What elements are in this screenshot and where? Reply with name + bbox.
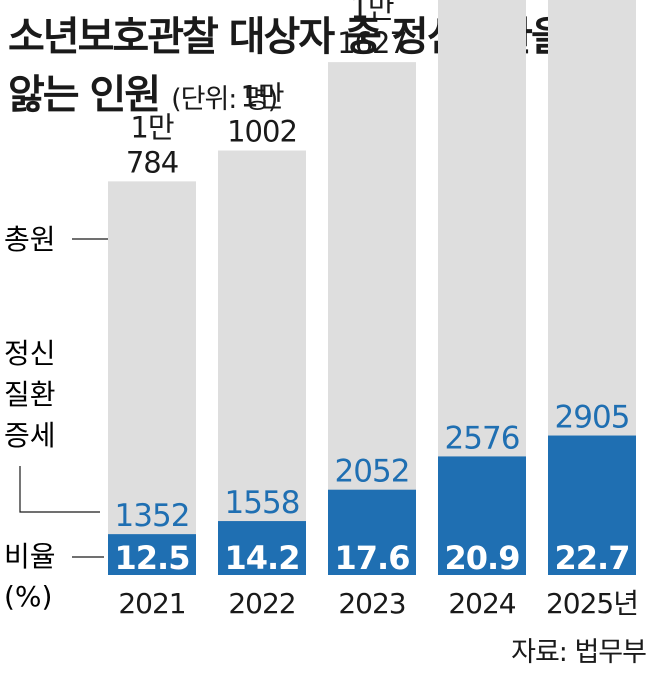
total-label-bottom: 1002 xyxy=(227,115,297,149)
total-label-top: 1만 xyxy=(240,80,283,114)
ratio-label: 12.5 xyxy=(115,539,190,577)
mental-label: 2576 xyxy=(445,420,520,456)
legend-mental-line xyxy=(19,466,100,513)
total-bar xyxy=(108,181,196,575)
mental-bar xyxy=(108,534,196,575)
total-bar xyxy=(218,150,306,575)
source-label: 자료: 법무부 xyxy=(511,637,647,668)
mental-bar xyxy=(438,456,526,575)
ratio-label: 17.6 xyxy=(335,539,410,577)
bars: 1만784135212.520211만1002155814.220221만162… xyxy=(108,0,639,620)
mental-bar xyxy=(328,489,416,575)
x-tick-label: 2024 xyxy=(448,587,515,620)
unit-label: (단위: 명) xyxy=(171,84,278,115)
mental-label: 1558 xyxy=(225,485,300,521)
mental-bar xyxy=(218,521,306,575)
total-label-bottom: 1627 xyxy=(337,26,407,60)
legend-mental-1: 정신 xyxy=(4,337,56,370)
x-tick-label: 2021 xyxy=(118,587,185,620)
total-bar xyxy=(328,62,416,575)
mental-bar xyxy=(548,435,636,575)
ratio-label: 14.2 xyxy=(225,539,300,577)
legend-mental-2: 질환 xyxy=(4,378,56,411)
legend-ratio-1: 비율 xyxy=(4,540,56,573)
ratio-label: 20.9 xyxy=(445,539,520,577)
legend-ratio-2: (%) xyxy=(4,580,52,613)
chart-title-line2: 앓는 인원 (단위: 명) xyxy=(8,62,278,120)
total-label-top: 1만 xyxy=(350,0,393,25)
total-label-top: 1만 xyxy=(130,110,173,144)
ratio-label: 22.7 xyxy=(555,539,630,577)
x-tick-label: 2022 xyxy=(228,587,295,620)
legend-mental-3: 증세 xyxy=(4,419,56,452)
mental-label: 2052 xyxy=(335,454,410,490)
total-label-bottom: 784 xyxy=(126,145,178,179)
chart-title-main: 앓는 인원 xyxy=(8,72,161,118)
x-tick-label: 2025년 xyxy=(546,587,638,620)
x-tick-label: 2023 xyxy=(338,587,405,620)
legend-total: 총원 xyxy=(4,223,56,256)
mental-label: 2905 xyxy=(555,400,630,436)
legend: 총원 정신 질환 증세 비율 (%) xyxy=(4,223,124,613)
mental-label: 1352 xyxy=(115,498,190,534)
